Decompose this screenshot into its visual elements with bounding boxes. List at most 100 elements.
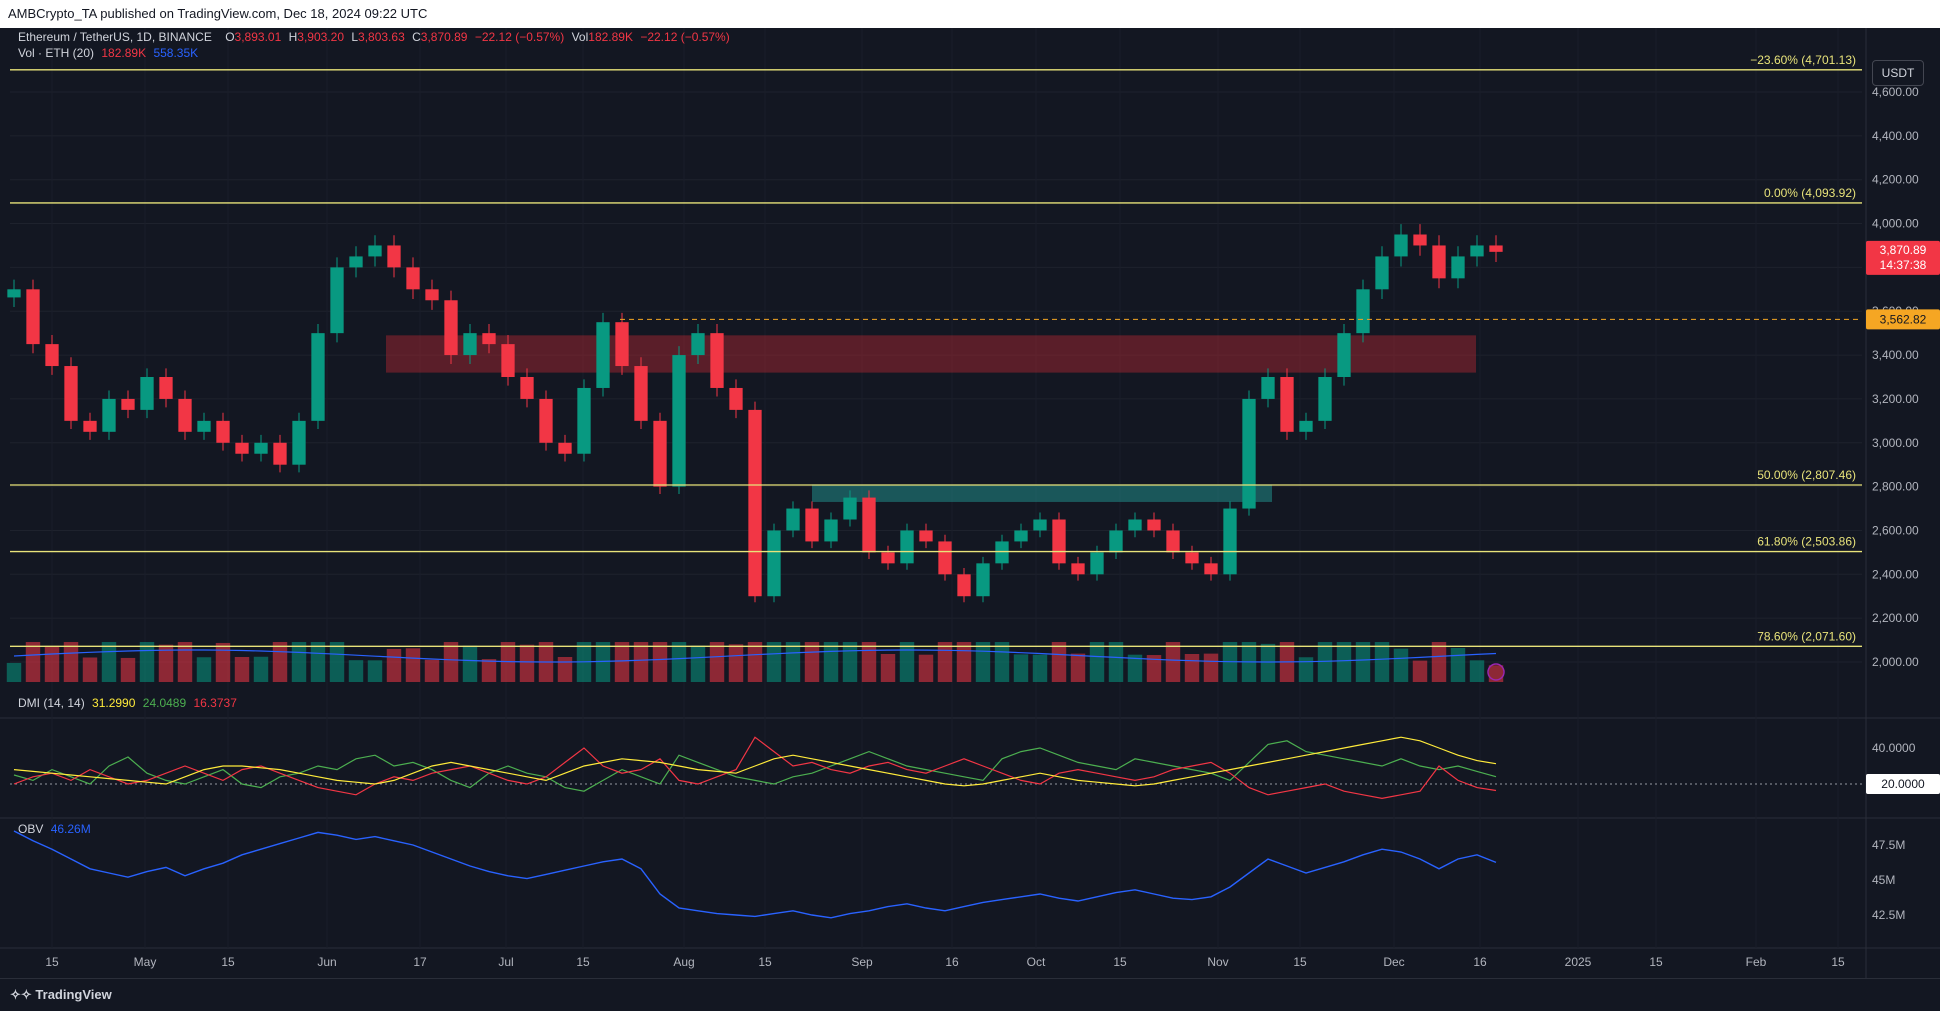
volume-bar — [747, 642, 763, 682]
time-tick-label: 16 — [1473, 955, 1487, 969]
volume-bar — [1051, 642, 1067, 682]
price-tick-label: 2,400.00 — [1872, 567, 1919, 581]
volume-bar — [1336, 642, 1352, 682]
price-tick-label: 4,400.00 — [1872, 129, 1919, 143]
volume-bar — [386, 648, 402, 682]
volume-bar — [405, 648, 421, 682]
dmi-value-plus: 24.0489 — [142, 696, 187, 710]
fib-label: 0.00% (4,093.92) — [1764, 186, 1856, 200]
candle-body — [1147, 519, 1161, 531]
tradingview-logo-text: TradingView — [35, 987, 112, 1002]
candle-body — [425, 289, 439, 301]
candle-body — [83, 420, 97, 432]
volume-bar — [272, 642, 288, 682]
candle-body — [1090, 552, 1104, 575]
candle-body — [748, 409, 762, 597]
currency-button[interactable]: USDT — [1872, 60, 1924, 86]
candle-body — [900, 530, 914, 564]
volume-bar — [348, 660, 364, 682]
time-tick-label: 15 — [1649, 955, 1663, 969]
time-tick-label: 17 — [413, 955, 427, 969]
obv-tick-label: 47.5M — [1872, 838, 1905, 852]
dmi-value-minus: 16.3737 — [193, 696, 237, 710]
volume-bar — [557, 657, 573, 682]
chart-frame[interactable]: −23.60% (4,701.13) 0.00% (4,093.92) 50.00%… — [0, 28, 1940, 978]
candle-body — [653, 420, 667, 487]
candle-body — [387, 245, 401, 268]
grid — [0, 28, 1940, 978]
volume-bar — [1184, 654, 1200, 682]
volume-bar — [120, 657, 136, 682]
volume-bar — [25, 642, 41, 682]
volume-bar — [652, 642, 668, 682]
time-tick-label: Nov — [1207, 955, 1228, 969]
footer: ✧✧ TradingView — [0, 978, 1940, 1011]
candle-body — [1394, 234, 1408, 257]
candle-body — [1451, 256, 1465, 279]
volume-bar — [1469, 660, 1485, 682]
price-tick-label: 4,000.00 — [1872, 217, 1919, 231]
candle-body — [463, 333, 477, 356]
volume-bar — [253, 656, 269, 682]
volume-bar — [994, 642, 1010, 682]
time-tick-label: 15 — [576, 955, 590, 969]
dmi-legend: DMI (14, 14) 31.2990 24.0489 16.3737 — [18, 696, 241, 710]
volume-bar — [215, 642, 231, 682]
candle-body — [558, 442, 572, 454]
candle-body — [995, 541, 1009, 564]
time-tick-label: 15 — [758, 955, 772, 969]
high-value: 3,903.20 — [297, 30, 344, 44]
time-tick-label: Oct — [1027, 955, 1046, 969]
obv-tick-label: 45M — [1872, 873, 1895, 887]
vol-indicator-value-2: 558.35K — [153, 46, 199, 60]
volume-bar — [158, 644, 174, 682]
volume-bar — [82, 657, 98, 682]
volume-bar — [899, 642, 915, 682]
candle-body — [957, 574, 971, 597]
candle-body — [1185, 552, 1199, 564]
volume-bar — [690, 645, 706, 682]
volume-bars — [6, 642, 1505, 682]
chart-canvas[interactable]: −23.60% (4,701.13) 0.00% (4,093.92) 50.00%… — [0, 28, 1940, 978]
time-tick-label: Feb — [1746, 955, 1767, 969]
volume-bar — [804, 642, 820, 682]
candle-body — [1166, 530, 1180, 553]
candle-body — [1280, 377, 1294, 432]
candle-body — [45, 344, 59, 367]
candle-body — [235, 442, 249, 454]
vol-change-value: −22.12 (−0.57%) — [640, 30, 730, 44]
candle-body — [691, 333, 705, 356]
candle-body — [197, 420, 211, 432]
candle-body — [1128, 519, 1142, 531]
candle-body — [843, 497, 857, 520]
dmi-series-line — [13, 736, 1497, 800]
candles — [7, 224, 1503, 603]
candle-body — [1470, 245, 1484, 257]
dmi-tick-label: 40.0000 — [1872, 741, 1916, 755]
vol-indicator-label: Vol · ETH (20) — [18, 46, 95, 60]
obv-legend: OBV 46.26M — [18, 822, 95, 836]
main-legend: Ethereum / TetherUS, 1D, BINANCE O3,893.… — [18, 30, 734, 44]
obv-value: 46.26M — [50, 822, 91, 836]
volume-bar — [1488, 665, 1504, 682]
candle-body — [729, 387, 743, 410]
volume-bar — [1298, 657, 1314, 682]
level-tag-text: 3,562.82 — [1880, 312, 1927, 326]
volume-bar — [1203, 653, 1219, 682]
volume-bar — [614, 642, 630, 682]
volume-bar — [6, 662, 22, 682]
candle-body — [501, 344, 515, 377]
dmi-series-line — [13, 736, 1497, 787]
fib-levels: −23.60% (4,701.13) 0.00% (4,093.92) 50.00%… — [10, 53, 1862, 647]
candle-body — [102, 398, 116, 432]
volume-bar — [1450, 648, 1466, 682]
volume-bar — [1127, 654, 1143, 682]
volume-bar — [291, 642, 307, 682]
candle-body — [862, 497, 876, 553]
volume-bar — [443, 642, 459, 682]
candle-body — [976, 563, 990, 597]
candle-body — [805, 508, 819, 542]
candle-body — [26, 289, 40, 345]
open-value: 3,893.01 — [234, 30, 282, 44]
candle-body — [881, 552, 895, 564]
